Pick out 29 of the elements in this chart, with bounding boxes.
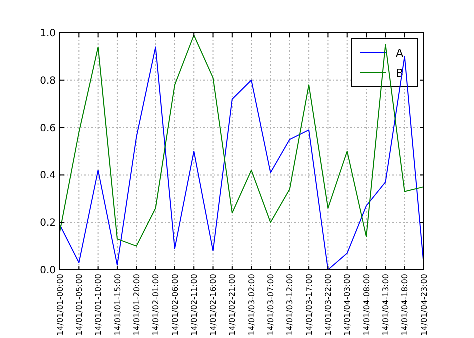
x-tick-label: 14/01/03-07:00 — [266, 274, 276, 336]
x-tick-label: 14/01/02-16:00 — [209, 274, 218, 336]
y-tick-label: 0.8 — [40, 76, 56, 87]
y-tick-label: 0.0 — [40, 266, 56, 276]
x-tick-label: 14/01/02-01:00 — [152, 274, 161, 336]
x-tick-label: 14/01/03-22:00 — [324, 274, 334, 336]
x-tick-label: 14/01/01-15:00 — [113, 274, 122, 336]
x-tick-label: 14/01/03-02:00 — [247, 274, 256, 336]
x-tick-label: 14/01/04-18:00 — [400, 274, 410, 336]
x-tick-label: 14/01/01-20:00 — [132, 274, 142, 336]
line-series — [60, 46, 424, 270]
legend-label: A — [396, 46, 404, 60]
line-series — [60, 34, 424, 247]
x-tick-label: 14/01/04-23:00 — [420, 274, 429, 336]
y-tick-label: 0.4 — [40, 170, 56, 182]
x-tick-label: 14/01/01-10:00 — [94, 274, 104, 336]
x-tick-label: 14/01/01-00:00 — [56, 274, 65, 336]
x-tick-label: 14/01/03-17:00 — [304, 274, 314, 336]
x-tick-label: 14/01/02-06:00 — [170, 274, 180, 336]
y-tick-label: 1.0 — [40, 28, 56, 40]
y-tick-label: 0.6 — [40, 123, 56, 134]
x-tick-label: 14/01/04-08:00 — [362, 274, 372, 336]
x-tick-label: 14/01/01-05:00 — [74, 274, 84, 336]
y-tick-label: 0.2 — [40, 218, 56, 230]
x-tick-label: 14/01/02-21:00 — [228, 274, 238, 336]
x-tick-label: 14/01/02-11:00 — [190, 274, 199, 336]
x-tick-label: 14/01/04-13:00 — [381, 274, 390, 336]
x-tick-label: 14/01/03-12:00 — [286, 274, 295, 336]
x-tick-label: 14/01/04-03:00 — [343, 274, 352, 336]
